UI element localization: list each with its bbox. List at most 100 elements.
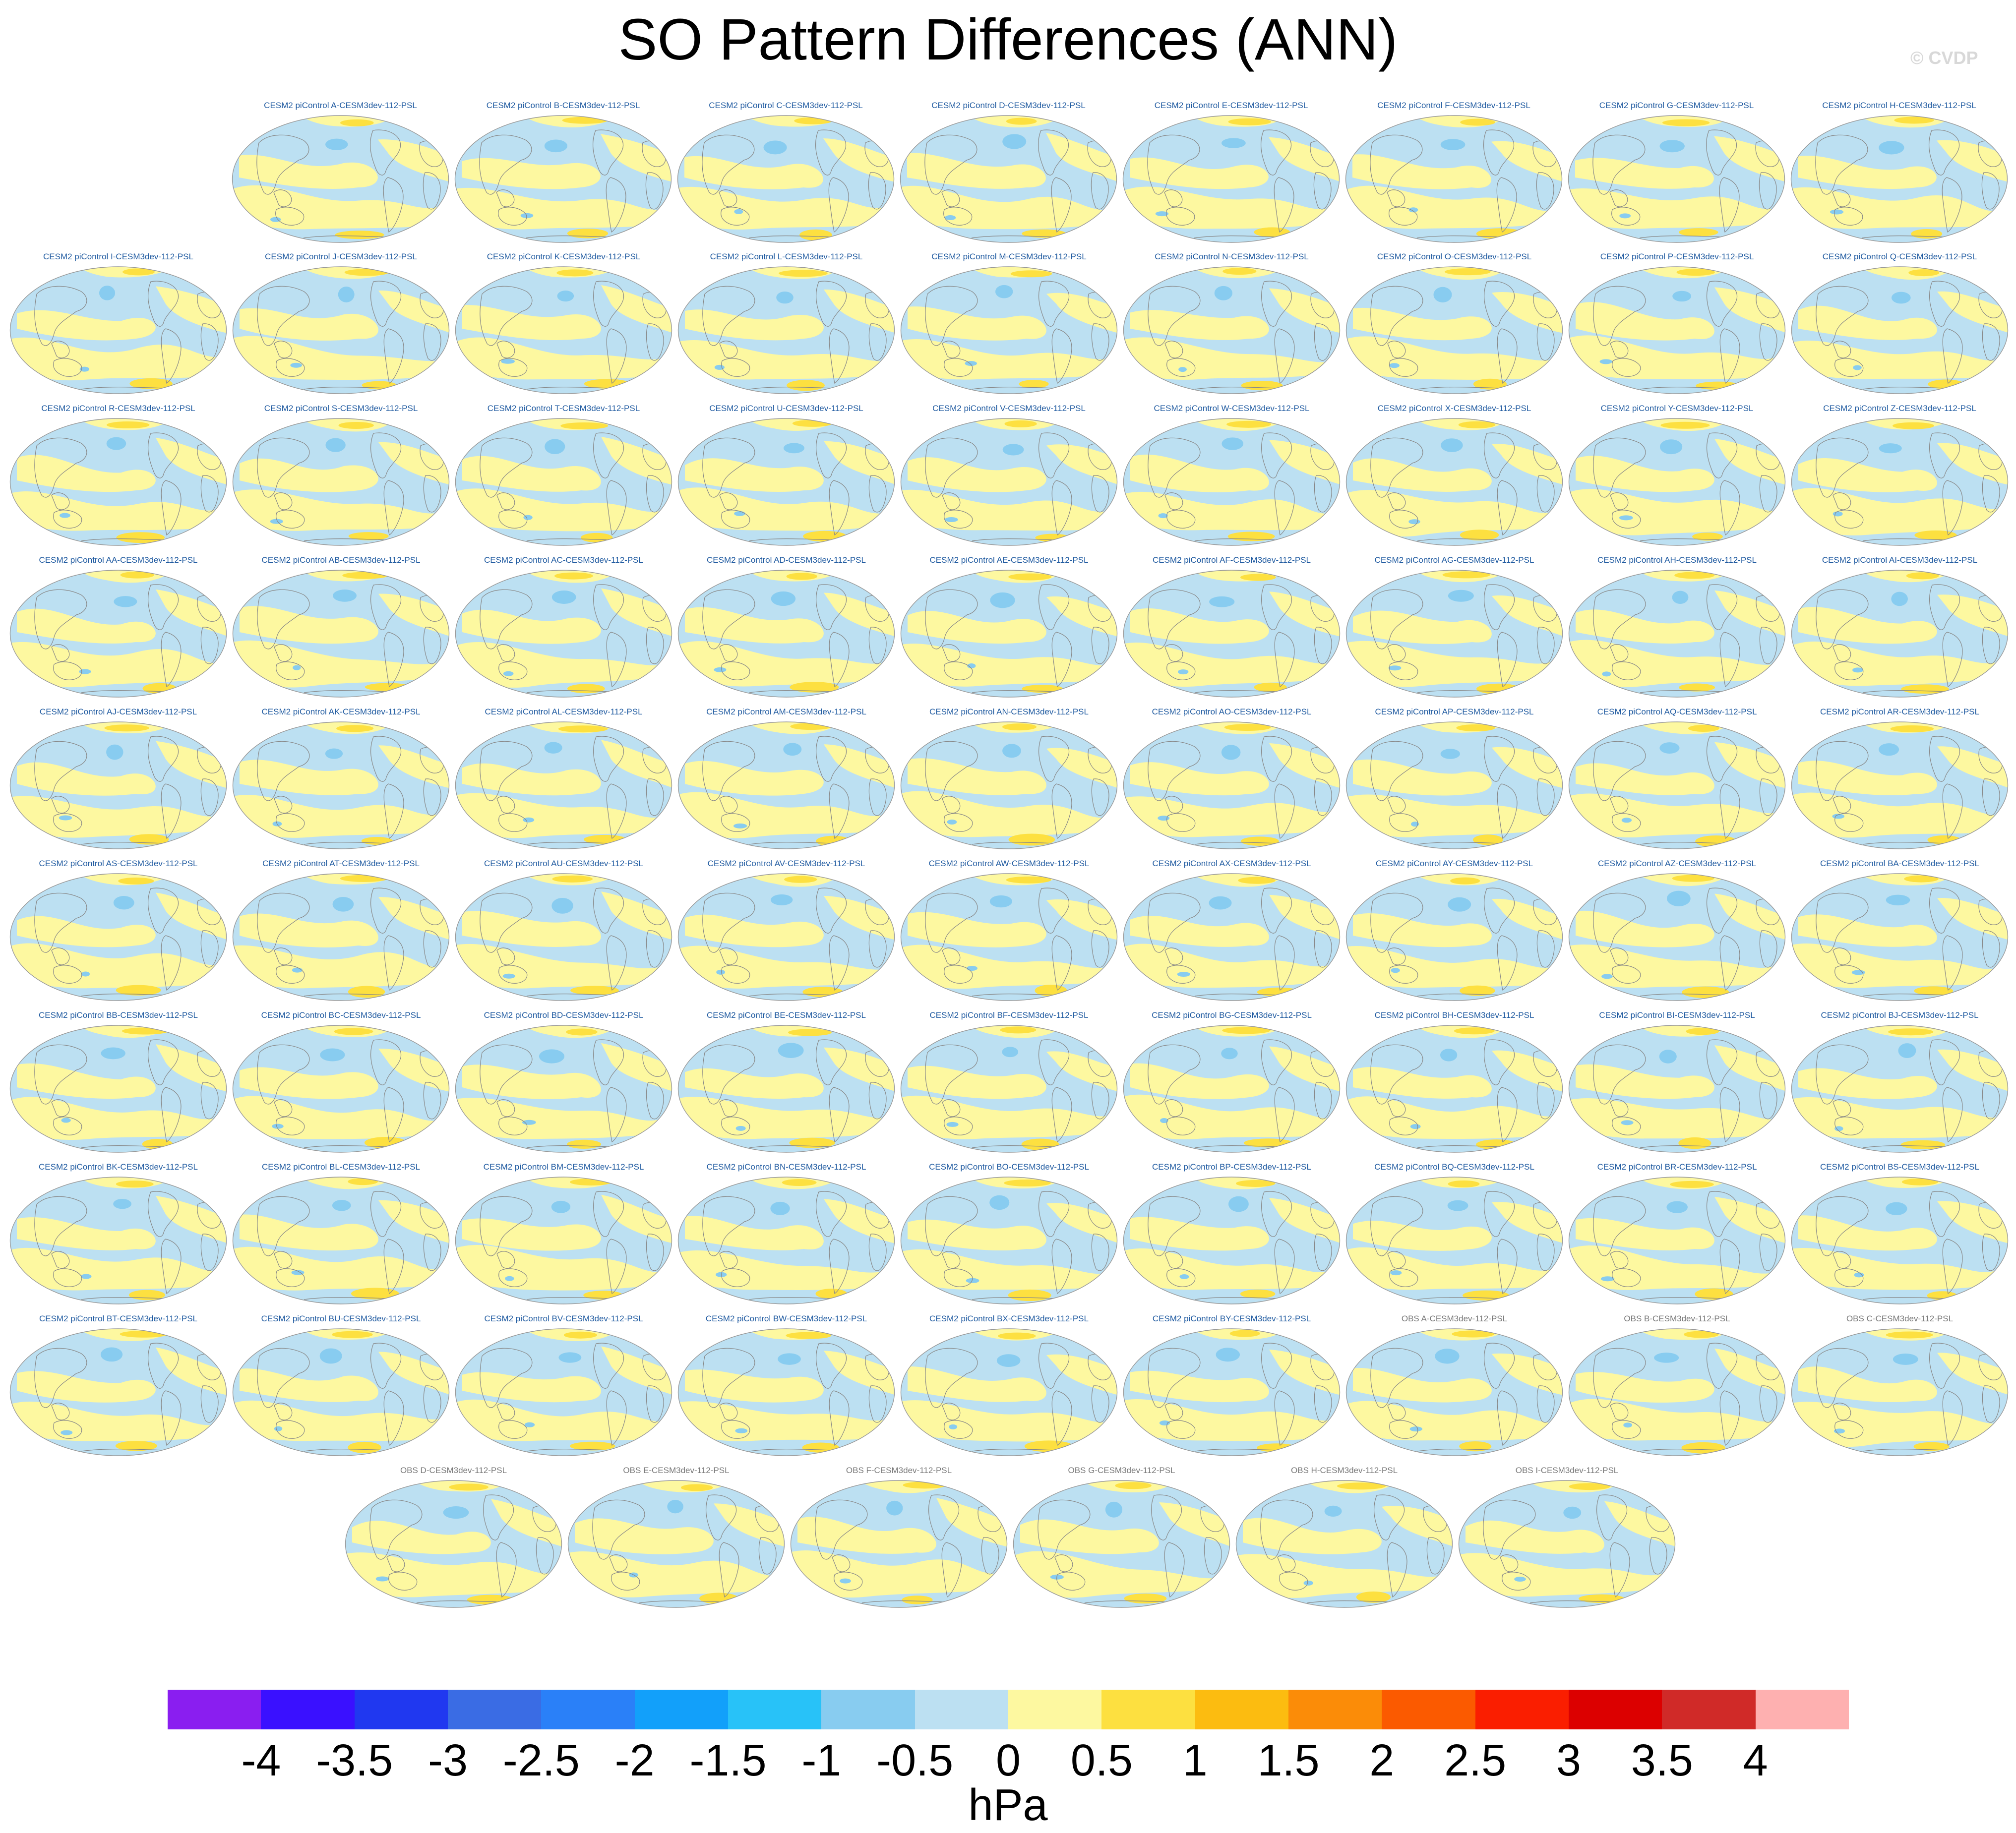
panel-title: CESM2 piControl BL-CESM3dev-112-PSL	[261, 1162, 421, 1172]
panel-title: OBS F-CESM3dev-112-PSL	[846, 1466, 952, 1475]
world-map	[1345, 1177, 1563, 1304]
map-panel: CESM2 piControl Y-CESM3dev-112-PSL	[1566, 401, 1788, 548]
map-panel: CESM2 piControl K-CESM3dev-112-PSL	[452, 249, 675, 396]
world-map	[9, 721, 227, 849]
map-field	[233, 874, 449, 1001]
map-field	[1791, 267, 2008, 394]
world-map	[1345, 873, 1563, 1001]
map-panel: CESM2 piControl AM-CESM3dev-112-PSL	[675, 705, 898, 851]
colorbar-swatch	[634, 1690, 728, 1729]
map-field	[901, 1025, 1117, 1152]
panel-title: CESM2 piControl L-CESM3dev-112-PSL	[710, 252, 863, 261]
panel-title: CESM2 piControl BR-CESM3dev-112-PSL	[1597, 1162, 1757, 1172]
map-panel: CESM2 piControl BN-CESM3dev-112-PSL	[675, 1160, 898, 1306]
panel-title: CESM2 piControl AG-CESM3dev-112-PSL	[1374, 555, 1534, 565]
panel-title: CESM2 piControl O-CESM3dev-112-PSL	[1377, 252, 1532, 261]
map-field	[1236, 1480, 1453, 1607]
map-panel: CESM2 piControl BE-CESM3dev-112-PSL	[675, 1008, 898, 1155]
map-panel: CESM2 piControl BW-CESM3dev-112-PSL	[675, 1311, 898, 1458]
panel-title: CESM2 piControl BW-CESM3dev-112-PSL	[705, 1314, 867, 1323]
world-map	[1568, 418, 1786, 546]
map-field	[678, 1025, 895, 1152]
map-panel: CESM2 piControl N-CESM3dev-112-PSL	[1120, 249, 1343, 396]
map-field	[901, 418, 1117, 545]
map-field	[1123, 267, 1340, 394]
map-panel: CESM2 piControl BT-CESM3dev-112-PSL	[7, 1311, 230, 1458]
colorbar-tick-label: -3.5	[316, 1736, 393, 1785]
world-map	[1345, 418, 1563, 546]
map-panel: CESM2 piControl BO-CESM3dev-112-PSL	[898, 1160, 1120, 1306]
colorbar-swatch	[1755, 1690, 1849, 1729]
map-field	[1791, 570, 2008, 697]
map-panel: CESM2 piControl AR-CESM3dev-112-PSL	[1788, 705, 2011, 851]
panel-title: CESM2 piControl BY-CESM3dev-112-PSL	[1152, 1314, 1311, 1323]
map-field	[1346, 570, 1563, 697]
map-panel: CESM2 piControl BF-CESM3dev-112-PSL	[898, 1008, 1120, 1155]
map-field	[1123, 874, 1340, 1001]
map-panel: CESM2 piControl L-CESM3dev-112-PSL	[675, 249, 898, 396]
map-field	[678, 722, 895, 849]
map-field	[10, 570, 227, 697]
panel-title: CESM2 piControl BF-CESM3dev-112-PSL	[929, 1010, 1089, 1020]
panel-title: CESM2 piControl AR-CESM3dev-112-PSL	[1820, 707, 1979, 716]
map-panel: CESM2 piControl AJ-CESM3dev-112-PSL	[7, 705, 230, 851]
panel-title: CESM2 piControl K-CESM3dev-112-PSL	[487, 252, 641, 261]
world-map	[9, 1025, 227, 1153]
map-panel: CESM2 piControl AZ-CESM3dev-112-PSL	[1566, 856, 1788, 1003]
map-panel: OBS G-CESM3dev-112-PSL	[1010, 1463, 1233, 1610]
map-panel: OBS D-CESM3dev-112-PSL	[342, 1463, 565, 1610]
map-panel: CESM2 piControl AS-CESM3dev-112-PSL	[7, 856, 230, 1003]
map-field	[678, 570, 895, 697]
map-field	[678, 1329, 895, 1456]
map-field	[455, 1025, 672, 1152]
page-title: SO Pattern Differences (ANN)	[618, 7, 1398, 72]
panel-title: CESM2 piControl AZ-CESM3dev-112-PSL	[1597, 859, 1757, 868]
world-map	[232, 721, 450, 849]
colorbar-tick-label: -3	[428, 1736, 468, 1785]
world-map	[677, 570, 895, 698]
panel-title: CESM2 piControl BM-CESM3dev-112-PSL	[483, 1162, 644, 1172]
map-panel: CESM2 piControl BA-CESM3dev-112-PSL	[1788, 856, 2011, 1003]
map-panels-grid: CESM2 piControl A-CESM3dev-112-PSL CESM2 …	[7, 98, 2011, 1610]
panel-title: CESM2 piControl AD-CESM3dev-112-PSL	[707, 555, 866, 565]
panel-title: CESM2 piControl AB-CESM3dev-112-PSL	[261, 555, 421, 565]
world-map	[1791, 721, 2009, 849]
panel-title: CESM2 piControl AU-CESM3dev-112-PSL	[484, 859, 643, 868]
world-map	[677, 115, 895, 243]
map-field	[455, 570, 672, 697]
panel-title: CESM2 piControl Q-CESM3dev-112-PSL	[1822, 252, 1977, 261]
map-panel: CESM2 piControl BD-CESM3dev-112-PSL	[452, 1008, 675, 1155]
world-map	[1568, 873, 1786, 1001]
map-field	[901, 267, 1117, 394]
map-panel: CESM2 piControl AF-CESM3dev-112-PSL	[1120, 553, 1343, 700]
map-field	[233, 1025, 449, 1152]
map-field	[901, 1177, 1117, 1304]
map-panel: CESM2 piControl P-CESM3dev-112-PSL	[1566, 249, 1788, 396]
colorbar-swatch	[261, 1690, 355, 1729]
world-map	[1345, 266, 1563, 394]
map-field	[1569, 1025, 1785, 1152]
panel-title: CESM2 piControl BK-CESM3dev-112-PSL	[39, 1162, 198, 1172]
colorbar-swatch	[1195, 1690, 1288, 1729]
colorbar-tick-label: 0.5	[1070, 1736, 1133, 1785]
map-panel: CESM2 piControl BB-CESM3dev-112-PSL	[7, 1008, 230, 1155]
map-panel: CESM2 piControl O-CESM3dev-112-PSL	[1343, 249, 1566, 396]
panel-title: CESM2 piControl I-CESM3dev-112-PSL	[43, 252, 193, 261]
map-field	[901, 874, 1117, 1001]
world-map	[455, 721, 672, 849]
map-field	[233, 1329, 449, 1456]
map-panel: CESM2 piControl AQ-CESM3dev-112-PSL	[1566, 705, 1788, 851]
map-panel: CESM2 piControl AB-CESM3dev-112-PSL	[230, 553, 452, 700]
world-map	[1568, 1177, 1786, 1304]
map-panel: OBS A-CESM3dev-112-PSL	[1343, 1311, 1566, 1458]
map-panel: CESM2 piControl C-CESM3dev-112-PSL	[674, 98, 897, 245]
map-field	[1346, 722, 1563, 849]
map-field	[455, 267, 672, 394]
map-panel: OBS H-CESM3dev-112-PSL	[1233, 1463, 1456, 1610]
world-map	[677, 721, 895, 849]
colorbar-swatch	[728, 1690, 822, 1729]
map-panel: CESM2 piControl BP-CESM3dev-112-PSL	[1120, 1160, 1343, 1306]
world-map	[1790, 115, 2008, 243]
map-field	[1791, 116, 2008, 242]
colorbar-tick-label: -2	[614, 1736, 655, 1785]
